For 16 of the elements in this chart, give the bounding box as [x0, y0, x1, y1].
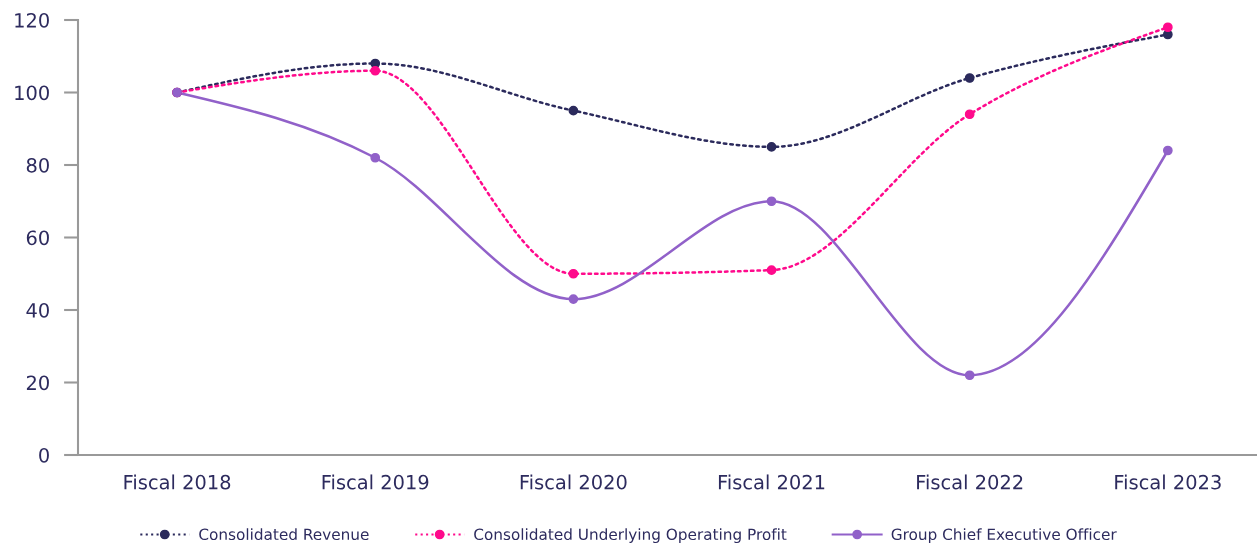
- y-tick-label: 0: [39, 447, 49, 463]
- x-tick-label: Fiscal 2019: [322, 474, 429, 490]
- y-tick-label: 20: [26, 375, 49, 391]
- x-tick-label: Fiscal 2020: [520, 474, 627, 490]
- x-tick-label: Fiscal 2022: [917, 474, 1023, 490]
- legend-label: Group Chief Executive Officer: [891, 528, 1117, 544]
- x-tick-label: Fiscal 2023: [1115, 474, 1221, 490]
- y-tick-label: 40: [26, 302, 49, 318]
- legend-label: Consolidated Revenue: [199, 528, 369, 541]
- legend-label: Consolidated Underlying Operating Profit: [474, 528, 787, 544]
- y-tick-label: 60: [26, 230, 49, 246]
- x-tick-label: Fiscal 2021: [718, 474, 825, 490]
- x-tick-label: Fiscal 2018: [124, 474, 231, 490]
- y-tick-label: 120: [15, 12, 49, 28]
- y-tick-label: 80: [26, 157, 49, 173]
- y-tick-label: 100: [15, 85, 49, 101]
